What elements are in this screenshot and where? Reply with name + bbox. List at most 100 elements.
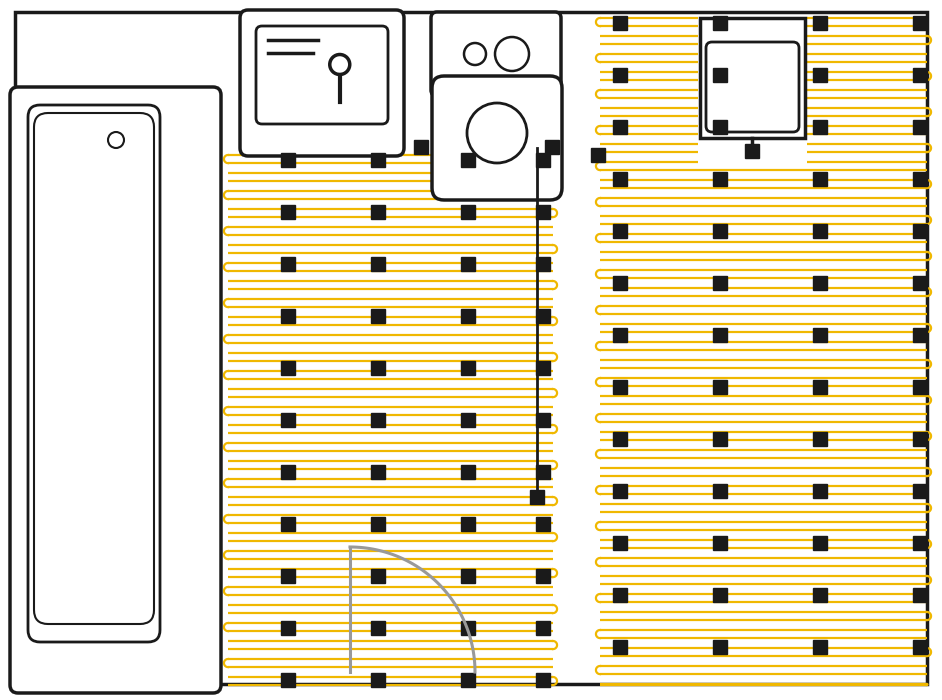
Bar [713,16,727,30]
Bar [913,640,927,654]
Bar [371,413,385,427]
Bar [536,257,550,271]
Bar [371,673,385,687]
Circle shape [330,55,349,74]
Bar [461,205,475,219]
Bar [713,224,727,238]
Bar [713,484,727,498]
Bar [461,621,475,635]
Bar [461,569,475,583]
Bar [536,673,550,687]
Bar [913,380,927,394]
Bar [698,16,807,166]
Bar [813,432,827,446]
Bar [536,569,550,583]
Bar [613,328,627,342]
Bar [371,361,385,375]
Bar [613,224,627,238]
Bar [613,68,627,82]
Bar [813,380,827,394]
FancyBboxPatch shape [10,87,221,693]
Bar [813,640,827,654]
Bar [913,16,927,30]
Bar [530,490,544,504]
Bar [813,484,827,498]
Bar [913,172,927,186]
Bar [461,673,475,687]
Bar [813,68,827,82]
Bar [913,484,927,498]
Bar [613,484,627,498]
Bar [536,361,550,375]
Bar [613,380,627,394]
Bar [713,120,727,134]
FancyBboxPatch shape [706,42,799,132]
Bar [613,432,627,446]
Bar [813,120,827,134]
Bar [613,588,627,602]
Bar [281,673,295,687]
Bar [913,224,927,238]
FancyBboxPatch shape [431,12,561,96]
FancyBboxPatch shape [256,26,388,124]
Bar [461,257,475,271]
Bar [536,621,550,635]
Bar [536,517,550,531]
Bar [813,588,827,602]
Bar [371,309,385,323]
Bar [813,16,827,30]
Bar [281,621,295,635]
Bar [613,536,627,550]
Bar [700,18,805,138]
FancyBboxPatch shape [28,105,160,642]
Bar [913,536,927,550]
Bar [461,153,475,167]
Bar [371,621,385,635]
Bar [281,569,295,583]
Bar [461,413,475,427]
Bar [536,153,550,167]
Bar [16,93,215,687]
Bar [461,361,475,375]
FancyBboxPatch shape [34,113,154,624]
Bar [281,465,295,479]
Bar [461,309,475,323]
Circle shape [108,132,124,148]
Bar [913,276,927,290]
Bar [371,517,385,531]
Bar [913,120,927,134]
Bar [813,328,827,342]
Bar [461,465,475,479]
Bar [813,276,827,290]
Bar [613,120,627,134]
Bar [281,205,295,219]
Bar [713,328,727,342]
Bar [536,413,550,427]
Bar [371,257,385,271]
Bar [613,640,627,654]
Bar [713,68,727,82]
Bar [281,153,295,167]
Bar [913,588,927,602]
Bar [713,536,727,550]
Bar [613,16,627,30]
Bar [536,309,550,323]
Bar [371,205,385,219]
Bar [281,257,295,271]
Circle shape [467,103,527,163]
Bar [913,328,927,342]
Bar [281,413,295,427]
Bar [432,16,560,190]
Bar [536,465,550,479]
FancyBboxPatch shape [432,76,562,200]
FancyBboxPatch shape [240,10,404,156]
Bar [713,172,727,186]
Bar [745,144,759,158]
Circle shape [464,43,486,65]
Bar [371,465,385,479]
Bar [713,640,727,654]
Bar [813,172,827,186]
Bar [813,224,827,238]
Bar [281,517,295,531]
Bar [813,536,827,550]
